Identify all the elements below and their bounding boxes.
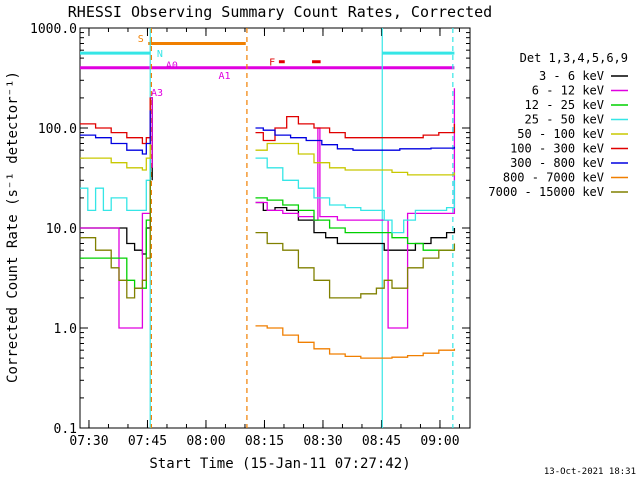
series-line-2 [80, 97, 455, 289]
y-axis-label: Corrected Count Rate (s⁻¹ detector⁻¹) [5, 71, 21, 383]
x-tick-label: 09:00 [420, 434, 459, 449]
series-line-0 [80, 97, 456, 255]
x-tick-label: 07:30 [69, 434, 108, 449]
legend-label: 300 - 800 keV [510, 156, 604, 170]
flag-annotation: N [157, 49, 163, 60]
y-tick-label: 10.0 [46, 222, 77, 237]
x-tick-label: 08:45 [362, 434, 401, 449]
flag-annotation: A0 [166, 61, 178, 72]
legend-label: 12 - 25 keV [525, 98, 604, 112]
x-axis-label: Start Time (15-Jan-11 07:27:42) [149, 456, 410, 472]
x-tick-label: 08:30 [303, 434, 342, 449]
y-tick-label: 1.0 [54, 322, 77, 337]
date-stamp: 13-Oct-2021 18:31 [544, 467, 636, 477]
flag-annotations: S N F A0 A1 A3 [138, 34, 275, 99]
legend-label: 6 - 12 keV [532, 84, 604, 98]
x-tick-label: 07:45 [128, 434, 167, 449]
series-line-5 [80, 97, 456, 145]
flag-annotation: A1 [218, 71, 230, 82]
series-line-6 [80, 110, 456, 155]
y-axis: 1000.0 100.0 10.0 1.0 0.1 [30, 22, 470, 437]
legend-label: 3 - 6 keV [539, 69, 604, 83]
series-line-3 [80, 97, 456, 234]
x-axis: 07:30 07:45 08:00 08:15 08:30 08:45 09:00 [69, 28, 460, 449]
plot-border [79, 27, 471, 429]
legend-label: 7000 - 15000 keV [488, 185, 604, 199]
series-line-8 [80, 180, 456, 299]
legend-title: Det 1,3,4,5,6,9 [520, 51, 628, 65]
y-tick-label: 100.0 [38, 122, 77, 137]
plot-frame [79, 27, 471, 429]
legend-label: 800 - 7000 keV [503, 171, 604, 185]
y-tick-label: 1000.0 [30, 22, 77, 37]
legend-label: 50 - 100 keV [517, 127, 604, 141]
x-tick-label: 08:00 [186, 434, 225, 449]
series-lines [80, 88, 456, 359]
flag-annotation: S [138, 34, 144, 45]
flag-annotation: F [269, 58, 275, 69]
flag-annotation: A3 [151, 88, 163, 99]
series-line-7 [255, 325, 456, 359]
y-tick-label: 0.1 [54, 422, 77, 437]
x-tick-label: 08:15 [245, 434, 284, 449]
flag-bars [80, 41, 455, 70]
series-line-4 [80, 97, 456, 176]
chart-title: RHESSI Observing Summary Count Rates, Co… [68, 3, 492, 21]
legend-label: 100 - 300 keV [510, 142, 604, 156]
legend-label: 25 - 50 keV [525, 113, 604, 127]
series-line-1 [80, 88, 456, 329]
event-lines [149, 28, 454, 428]
